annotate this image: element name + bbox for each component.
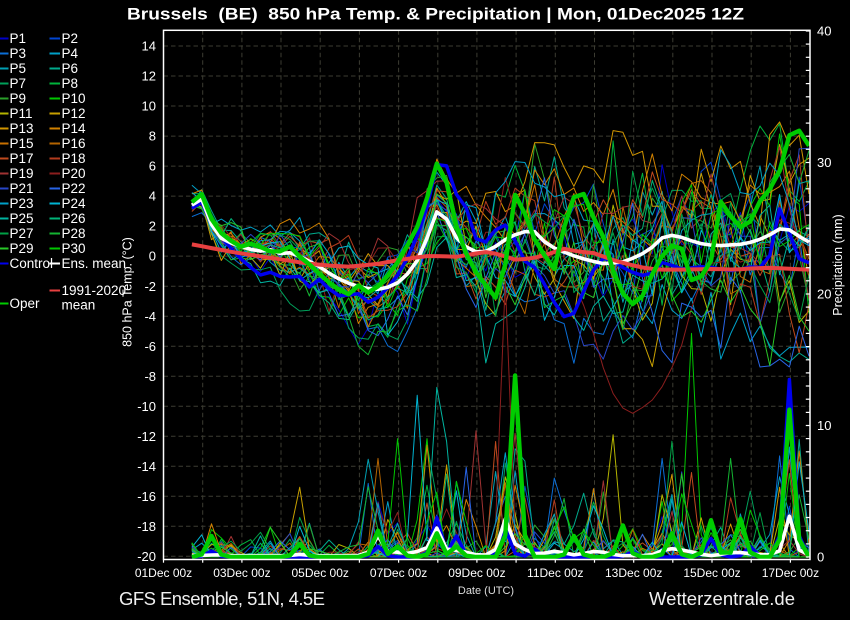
svg-text:Control: Control: [10, 256, 54, 271]
svg-text:P12: P12: [62, 106, 86, 121]
svg-text:P23: P23: [10, 196, 34, 211]
svg-text:P27: P27: [10, 226, 34, 241]
svg-text:-14: -14: [137, 459, 156, 474]
svg-text:Wetterzentrale.de: Wetterzentrale.de: [649, 588, 795, 609]
svg-text:P30: P30: [62, 241, 86, 256]
svg-text:P11: P11: [10, 106, 33, 121]
svg-text:14: 14: [142, 39, 156, 54]
svg-text:P28: P28: [62, 226, 86, 241]
svg-text:P6: P6: [62, 61, 79, 76]
svg-text:P29: P29: [10, 241, 34, 256]
svg-text:Date (UTC): Date (UTC): [458, 585, 514, 597]
svg-text:Ens. mean: Ens. mean: [62, 256, 127, 271]
svg-text:P7: P7: [10, 76, 27, 91]
svg-text:Precipitation (mm): Precipitation (mm): [831, 214, 845, 315]
svg-text:2: 2: [149, 219, 156, 234]
svg-text:-16: -16: [137, 489, 156, 504]
svg-text:P5: P5: [10, 61, 27, 76]
svg-text:mean: mean: [62, 298, 96, 313]
svg-text:03Dec 00z: 03Dec 00z: [213, 566, 270, 580]
svg-text:10: 10: [817, 418, 831, 433]
svg-text:P2: P2: [62, 31, 79, 46]
svg-text:-2: -2: [144, 279, 156, 294]
svg-text:P26: P26: [62, 211, 86, 226]
svg-text:-20: -20: [137, 549, 156, 564]
svg-text:P8: P8: [62, 76, 79, 91]
svg-text:P15: P15: [10, 136, 34, 151]
svg-text:-6: -6: [144, 339, 156, 354]
svg-text:P14: P14: [62, 121, 87, 136]
svg-text:17Dec 00z: 17Dec 00z: [762, 566, 819, 580]
svg-text:P1: P1: [10, 31, 27, 46]
svg-text:Oper: Oper: [10, 296, 41, 311]
svg-text:P16: P16: [62, 136, 86, 151]
svg-text:-8: -8: [144, 369, 156, 384]
svg-text:-10: -10: [137, 399, 156, 414]
svg-text:6: 6: [149, 159, 156, 174]
svg-text:P17: P17: [10, 151, 34, 166]
svg-text:-12: -12: [137, 429, 156, 444]
svg-text:1991-2020: 1991-2020: [62, 283, 127, 298]
svg-text:P21: P21: [10, 181, 34, 196]
svg-text:P25: P25: [10, 211, 34, 226]
svg-text:30: 30: [817, 155, 831, 170]
svg-text:07Dec 00z: 07Dec 00z: [370, 566, 427, 580]
svg-text:05Dec 00z: 05Dec 00z: [292, 566, 349, 580]
svg-text:-4: -4: [144, 309, 156, 324]
svg-text:P20: P20: [62, 166, 86, 181]
svg-text:-18: -18: [137, 519, 156, 534]
svg-text:P9: P9: [10, 91, 27, 106]
svg-text:09Dec 00z: 09Dec 00z: [448, 566, 505, 580]
svg-text:11Dec 00z: 11Dec 00z: [527, 566, 583, 580]
svg-text:40: 40: [817, 24, 831, 39]
svg-text:0: 0: [149, 249, 156, 264]
svg-text:15Dec 00z: 15Dec 00z: [683, 566, 740, 580]
svg-text:P4: P4: [62, 46, 79, 61]
svg-text:P13: P13: [10, 121, 34, 136]
svg-text:P22: P22: [62, 181, 86, 196]
svg-text:GFS Ensemble, 51N, 4.5E: GFS Ensemble, 51N, 4.5E: [119, 588, 325, 609]
svg-text:10: 10: [142, 99, 156, 114]
svg-text:Brussels (BE) 850 hPa Temp.: Brussels (BE) 850 hPa Temp. & Precipitat…: [127, 6, 744, 24]
svg-text:P10: P10: [62, 91, 86, 106]
svg-text:13Dec 00z: 13Dec 00z: [605, 566, 662, 580]
svg-text:01Dec 00z: 01Dec 00z: [135, 566, 192, 580]
svg-text:8: 8: [149, 129, 156, 144]
svg-text:0: 0: [817, 550, 824, 565]
svg-text:850 hPa Temp. (°C): 850 hPa Temp. (°C): [121, 237, 135, 347]
svg-text:P24: P24: [62, 196, 87, 211]
svg-text:20: 20: [817, 287, 831, 302]
svg-text:P19: P19: [10, 166, 34, 181]
svg-text:4: 4: [149, 189, 156, 204]
svg-text:P18: P18: [62, 151, 86, 166]
svg-text:P3: P3: [10, 46, 27, 61]
svg-text:12: 12: [142, 69, 156, 84]
